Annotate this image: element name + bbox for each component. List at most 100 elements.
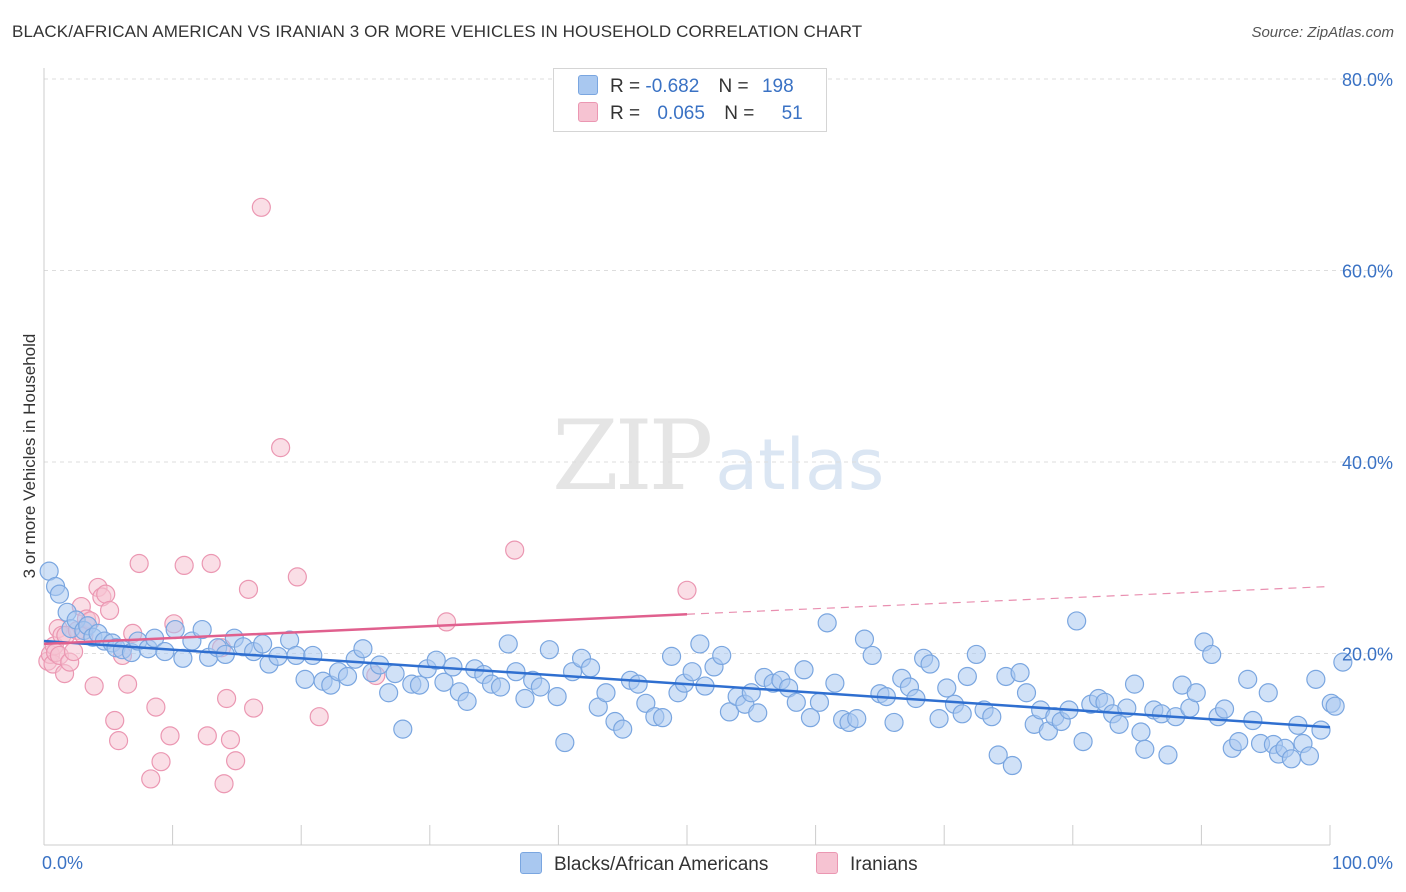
watermark-zip: ZIP [552, 400, 713, 512]
y-tick-label: 60.0% [1342, 262, 1393, 282]
pink-swatch [816, 852, 838, 874]
legend-row-blacks: R = -0.682 N = 198 [578, 75, 794, 99]
blacks-point [1073, 731, 1093, 752]
blacks-point [1333, 652, 1353, 672]
y-tick-label: 80.0% [1342, 70, 1393, 90]
iranians-point [117, 674, 138, 694]
blacks-point [1002, 755, 1022, 776]
iranians-point [217, 688, 237, 709]
blacks-point [1131, 722, 1151, 742]
iranians-point [108, 731, 129, 751]
blacks-point [498, 634, 518, 654]
legend-r-label: R = [610, 103, 641, 124]
blacks-point [155, 641, 175, 662]
iranians-point [63, 641, 84, 662]
blacks-point [1067, 611, 1087, 631]
blacks-point [580, 658, 601, 678]
blacks-point [1306, 669, 1326, 689]
blacks-trend-line [43, 639, 1331, 729]
blacks-point [786, 692, 806, 712]
blacks-point [800, 708, 821, 728]
iranians-point [84, 676, 104, 696]
blacks-point [862, 645, 882, 666]
iranians-point [99, 600, 120, 621]
blacks-point [547, 686, 567, 707]
blacks-point [1299, 746, 1320, 766]
series1-label: Blacks/African Americans [554, 854, 769, 875]
iranians-point [214, 774, 234, 794]
iranians-point [160, 726, 180, 746]
blacks-point [854, 629, 875, 649]
blacks-point [741, 683, 761, 703]
blacks-point [1229, 731, 1249, 752]
iranians-point [96, 584, 116, 604]
y-tick-label: 20.0% [1342, 645, 1393, 665]
iranians-point [197, 726, 217, 746]
blacks-point [957, 666, 977, 687]
blacks-point [165, 619, 185, 640]
blacks-point [982, 707, 1002, 727]
y-axis-label: 3 or more Vehicles in Household [20, 334, 39, 579]
blacks-point [825, 673, 845, 693]
blacks-point [613, 719, 633, 739]
blacks-point [652, 708, 673, 728]
blacks-point [682, 662, 702, 682]
blacks-point [1010, 663, 1030, 683]
blacks-point [988, 745, 1008, 765]
blacks-point [192, 619, 212, 640]
iranians-point [129, 553, 149, 574]
iranians-point [141, 769, 161, 789]
iranians-point [220, 730, 241, 750]
blacks-point [530, 677, 550, 697]
blue-swatch [520, 852, 542, 874]
source-label: Source: ZipAtlas.com [1251, 24, 1394, 41]
iranians-trend-line [43, 612, 688, 646]
y-tick-label: 40.0% [1342, 453, 1393, 473]
blacks-point [457, 691, 477, 711]
iranians-point [174, 555, 194, 576]
blacks-point [49, 584, 70, 604]
iranians-point [436, 612, 457, 632]
iranians-point [151, 752, 171, 772]
blacks-point [379, 683, 399, 703]
series2-label: Iranians [850, 854, 918, 875]
blacks-point [937, 678, 957, 698]
blacks-point [817, 613, 837, 633]
blacks-point [1109, 714, 1129, 734]
blacks-point [1214, 699, 1235, 719]
blacks-point [1135, 739, 1155, 759]
iranians-point [271, 438, 291, 458]
blacks-point [661, 646, 682, 666]
iranians-point [677, 580, 697, 600]
blacks-point [1311, 720, 1331, 740]
blacks-point [748, 703, 768, 723]
blacks-point [712, 645, 732, 666]
blacks-point [1238, 669, 1258, 689]
blacks-point [794, 660, 814, 680]
blacks-point [385, 664, 405, 684]
pink-swatch [578, 102, 598, 122]
blacks-point [1124, 674, 1145, 694]
legend-r-label: R = [610, 76, 641, 97]
iranians-point [105, 710, 125, 731]
x-tick-label-max: 100.0% [1332, 853, 1393, 873]
blacks-point [490, 677, 511, 697]
legend-r-value: -0.682 [645, 76, 700, 97]
blacks-point [393, 719, 413, 739]
zipatlas-watermark: ZIPatlas [552, 400, 884, 512]
blacks-point [286, 645, 306, 666]
blacks-point [596, 683, 616, 703]
watermark-atlas: atlas [715, 424, 885, 506]
blacks-point [1325, 696, 1345, 716]
blacks-point [1158, 745, 1178, 765]
blacks-point [719, 702, 740, 722]
blacks-point [636, 693, 656, 713]
blacks-point [847, 709, 867, 729]
iranians-point [238, 579, 259, 599]
iranians-point [226, 751, 246, 771]
iranians-trend-extension [686, 585, 1331, 615]
blacks-point [1281, 749, 1302, 769]
blacks-point [426, 650, 446, 670]
iranians-point [251, 197, 271, 217]
